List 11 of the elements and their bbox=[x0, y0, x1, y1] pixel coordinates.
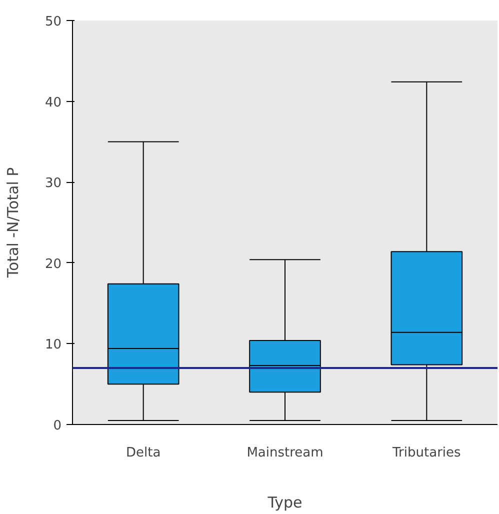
y-tick-label: 30 bbox=[44, 176, 62, 192]
y-axis-title: Total -N/Total P bbox=[4, 167, 22, 279]
y-tick-label: 50 bbox=[44, 14, 62, 30]
x-tick-label: Tributaries bbox=[392, 446, 462, 460]
y-tick-label: 40 bbox=[44, 95, 62, 110]
x-tick-label: Mainstream bbox=[246, 446, 324, 460]
x-axis-title: Type bbox=[266, 494, 302, 512]
x-tick-label: Delta bbox=[126, 446, 161, 460]
y-tick-label: 20 bbox=[44, 256, 62, 272]
y-tick-label: 0 bbox=[53, 418, 62, 434]
y-tick-label: 10 bbox=[44, 338, 62, 353]
